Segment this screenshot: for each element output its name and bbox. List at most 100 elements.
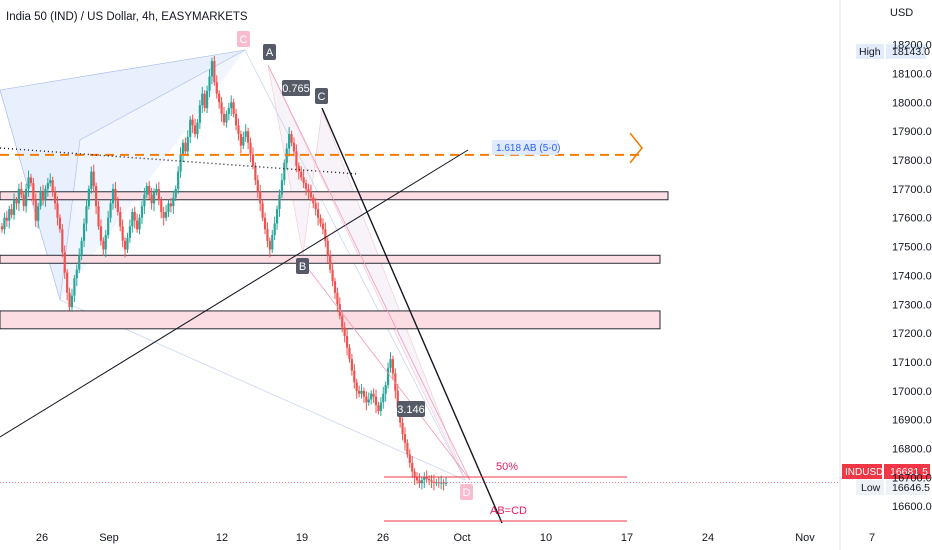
candle-body bbox=[353, 370, 356, 383]
candle-body bbox=[201, 93, 204, 106]
drawings-layer bbox=[0, 64, 840, 524]
candle-body bbox=[3, 217, 6, 230]
candle-body bbox=[415, 477, 419, 481]
point-c-pink-label-bg bbox=[237, 31, 250, 47]
candle-body bbox=[237, 125, 240, 135]
y-tick-label: 16600.0 bbox=[892, 501, 932, 513]
candle-body bbox=[297, 165, 300, 172]
candle-body bbox=[20, 188, 23, 195]
candle-body bbox=[271, 235, 274, 250]
y-tick-label: 17900.0 bbox=[892, 126, 932, 138]
candle-body bbox=[61, 229, 64, 253]
ratio-ab-label: 0.765 bbox=[282, 83, 310, 95]
candle-body bbox=[179, 154, 182, 172]
candle-body bbox=[411, 462, 414, 472]
candle-body bbox=[348, 347, 351, 360]
candle-body bbox=[184, 142, 187, 152]
candle-body bbox=[80, 240, 83, 256]
candle-body bbox=[370, 393, 373, 400]
x-tick-label: 17 bbox=[621, 532, 633, 544]
candle-body bbox=[283, 162, 286, 181]
candle-body bbox=[56, 203, 59, 218]
candle-body bbox=[314, 203, 317, 210]
candle-body bbox=[41, 191, 45, 201]
candle-body bbox=[111, 188, 115, 204]
candle-body bbox=[244, 131, 247, 137]
currency-label: USD bbox=[890, 7, 913, 19]
candle-body bbox=[90, 171, 93, 189]
candle-body bbox=[317, 209, 320, 218]
candle-body bbox=[172, 197, 175, 207]
candle-body bbox=[266, 229, 269, 241]
harmonic-pattern-layer bbox=[0, 49, 466, 481]
high-value-bg bbox=[886, 44, 926, 59]
candle-body bbox=[189, 119, 192, 137]
candle-body bbox=[169, 203, 173, 207]
candle-body bbox=[273, 223, 276, 236]
candle-body bbox=[39, 191, 42, 207]
candle-body bbox=[362, 390, 366, 397]
candle-body bbox=[444, 482, 448, 484]
candle-body bbox=[63, 252, 66, 273]
candle-body bbox=[319, 217, 322, 224]
rising-trendline bbox=[0, 149, 469, 438]
candle-body bbox=[143, 194, 146, 207]
high-value: 18143.0 bbox=[892, 46, 930, 58]
y-tick-label: 17400.0 bbox=[892, 270, 932, 282]
candle-body bbox=[218, 93, 221, 103]
candle-body bbox=[360, 390, 363, 394]
candle-body bbox=[99, 226, 103, 241]
y-tick-label: 17600.0 bbox=[892, 213, 932, 225]
x-tick-label: 12 bbox=[216, 532, 228, 544]
y-tick-label: 16800.0 bbox=[892, 444, 932, 456]
candle-body bbox=[133, 211, 136, 221]
candle-body bbox=[290, 134, 293, 143]
candle-body bbox=[136, 220, 139, 230]
y-tick-label: 17800.0 bbox=[892, 155, 932, 167]
candle-body bbox=[261, 203, 264, 218]
candle-body bbox=[104, 235, 107, 250]
candle-body bbox=[280, 180, 284, 195]
candle-body bbox=[152, 191, 156, 204]
candle-body bbox=[239, 134, 242, 146]
low-tag-bg bbox=[856, 480, 884, 495]
point-d-pink-label: D bbox=[463, 487, 471, 499]
candle-body bbox=[53, 191, 57, 204]
y-tick-label: 17700.0 bbox=[892, 184, 932, 196]
candle-body bbox=[374, 396, 378, 406]
point-c-label-bg bbox=[315, 88, 328, 104]
candle-body bbox=[145, 186, 148, 195]
candle-body bbox=[300, 171, 303, 178]
candle-body bbox=[401, 422, 404, 435]
candle-body bbox=[215, 82, 218, 94]
candle-body bbox=[140, 206, 144, 218]
candle-body bbox=[403, 434, 407, 443]
low-tag-label: Low bbox=[861, 482, 881, 494]
candle-body bbox=[345, 336, 349, 348]
point-d-pink-label-bg bbox=[460, 484, 473, 500]
candle-body bbox=[268, 240, 271, 250]
candle-body bbox=[37, 206, 40, 221]
point-c-pink-label: C bbox=[240, 34, 248, 46]
candle-body bbox=[413, 471, 416, 478]
pattern-ad-line bbox=[244, 49, 466, 481]
candle-body bbox=[102, 240, 105, 250]
y-tick-label: 17200.0 bbox=[892, 328, 932, 340]
support-zone bbox=[0, 191, 669, 201]
candle-body bbox=[25, 188, 28, 207]
candle-body bbox=[341, 315, 344, 328]
candle-body bbox=[249, 142, 252, 155]
candle-body bbox=[10, 209, 13, 215]
candle-body bbox=[196, 122, 199, 135]
candle-body bbox=[432, 481, 436, 483]
fib-ext-label: 1.618 AB (5-0) bbox=[496, 143, 560, 154]
candle-body bbox=[418, 480, 421, 484]
last-symbol-bg bbox=[842, 464, 882, 479]
abcd-line-1 bbox=[267, 64, 471, 481]
candles-layer bbox=[0, 55, 448, 491]
candle-body bbox=[109, 203, 112, 218]
candle-body bbox=[160, 200, 163, 212]
x-tick-label: 24 bbox=[702, 532, 714, 544]
candle-body bbox=[307, 188, 310, 192]
